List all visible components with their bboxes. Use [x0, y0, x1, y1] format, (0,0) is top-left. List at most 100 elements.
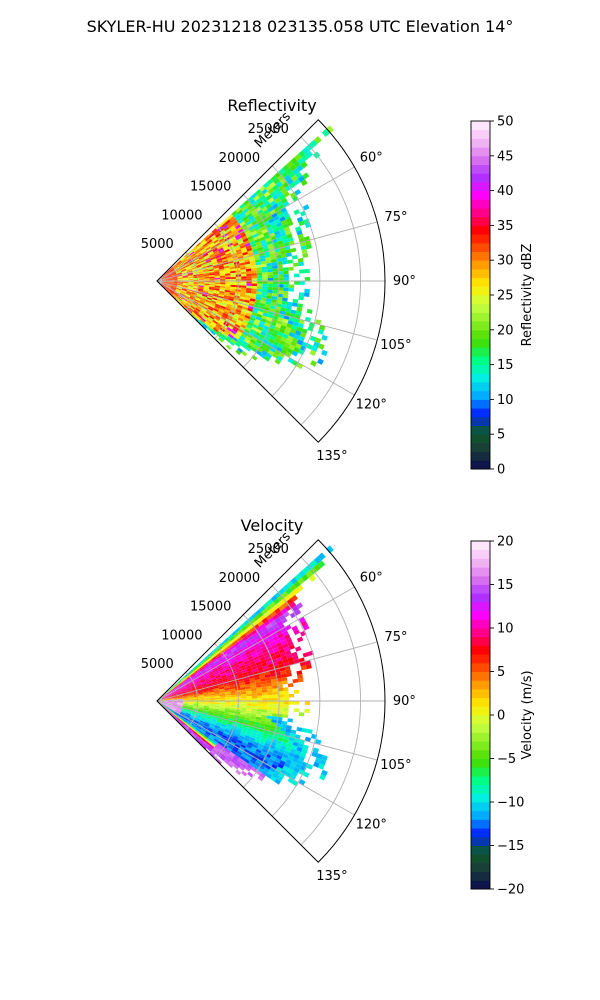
- radar-gate: [224, 711, 230, 715]
- radar-gate: [172, 284, 178, 286]
- radar-gate: [226, 723, 233, 728]
- radar-gate: [182, 277, 189, 279]
- colorbar-segment: [471, 654, 490, 664]
- radar-gate: [258, 653, 265, 659]
- radar-gate: [261, 683, 267, 688]
- radar-gate: [270, 255, 277, 260]
- radar-gate: [235, 668, 242, 673]
- radar-gate: [239, 294, 246, 298]
- radar-gate: [266, 635, 273, 641]
- radar-gate: [272, 749, 279, 755]
- radar-gate: [198, 285, 204, 288]
- radar-gate: [242, 304, 249, 308]
- radar-gate: [209, 253, 215, 258]
- radar-gate: [285, 184, 292, 192]
- azimuth-spoke: [156, 221, 378, 282]
- radar-gate: [178, 294, 184, 299]
- radar-gate: [268, 758, 275, 764]
- radar-gate: [211, 246, 218, 251]
- radar-gate: [288, 266, 294, 271]
- radar-gate: [246, 212, 253, 219]
- radar-gate: [196, 715, 202, 718]
- radar-gate: [294, 281, 300, 285]
- radar-gate: [237, 228, 244, 234]
- radar-gate: [198, 698, 205, 700]
- radar-gate: [222, 665, 229, 670]
- radar-gate: [253, 304, 260, 309]
- radar-gate: [213, 267, 220, 271]
- radar-gate: [238, 639, 244, 645]
- radar-gate: [227, 214, 234, 220]
- radar-gate: [213, 266, 219, 269]
- radar-gate: [165, 705, 171, 709]
- radar-gate: [296, 339, 304, 346]
- radar-gate: [221, 663, 228, 668]
- radar-gate: [287, 640, 294, 647]
- radar-gate: [261, 228, 268, 234]
- radar-gate: [209, 283, 215, 286]
- radar-gate: [246, 333, 253, 339]
- radar-gate: [209, 663, 216, 668]
- radar-gate: [255, 684, 262, 688]
- radar-gate: [167, 699, 173, 701]
- radar-gate: [161, 702, 167, 705]
- radar-gate: [220, 254, 227, 259]
- radar-gate: [241, 281, 247, 284]
- radar-gate: [169, 289, 175, 294]
- radar-gate: [174, 266, 180, 271]
- radar-gate: [200, 297, 206, 302]
- radar-gate: [243, 628, 250, 634]
- radar-gate: [253, 306, 259, 311]
- radar-gate: [166, 283, 173, 285]
- radar-gate: [172, 703, 178, 705]
- radar-gate: [241, 321, 248, 327]
- azimuth-spoke: [156, 641, 378, 702]
- radar-gate: [194, 259, 200, 263]
- radar-gate: [195, 296, 202, 300]
- radar-gate: [188, 281, 194, 283]
- radar-gate: [260, 659, 267, 664]
- radar-gate: [234, 233, 241, 239]
- radar-gate: [245, 268, 252, 272]
- radar-gate: [283, 284, 289, 288]
- radar-gate: [229, 264, 235, 268]
- radar-gate: [242, 225, 249, 231]
- radar-gate: [217, 741, 224, 746]
- radar-gate: [187, 692, 193, 695]
- radar-gate: [198, 665, 204, 671]
- radar-gate: [167, 699, 173, 701]
- radar-gate: [298, 150, 306, 158]
- colorbar-segment: [471, 347, 490, 357]
- radar-gate: [249, 627, 256, 633]
- radar-gate: [278, 274, 284, 278]
- radial-tick-label: 15000: [190, 180, 231, 195]
- radar-gate: [291, 325, 298, 331]
- radar-gate: [240, 744, 247, 749]
- radar-gate: [274, 187, 281, 195]
- radar-gate: [202, 662, 209, 667]
- radar-gate: [267, 206, 274, 213]
- radar-gate: [193, 258, 200, 262]
- radar-gate: [273, 697, 279, 701]
- radar-gate: [246, 271, 252, 274]
- radar-gate: [161, 701, 168, 703]
- radar-gate: [161, 276, 167, 280]
- radar-gate: [253, 321, 260, 326]
- radar-gate: [277, 225, 284, 231]
- radar-gate: [278, 772, 285, 779]
- radar-gate: [188, 670, 194, 675]
- radar-gate: [220, 316, 227, 321]
- radar-gate: [171, 285, 177, 288]
- radar-gate: [311, 345, 318, 352]
- radar-gate: [262, 182, 270, 189]
- radar-gate: [207, 669, 213, 674]
- radar-gate: [177, 698, 183, 700]
- radar-gate: [216, 258, 223, 262]
- radar-gate: [302, 652, 309, 658]
- radar-gate: [238, 260, 245, 264]
- radar-gate: [193, 247, 199, 253]
- radar-gate: [234, 664, 240, 669]
- radar-gate: [298, 220, 305, 227]
- radar-gate: [286, 598, 294, 605]
- radar-gate: [294, 609, 302, 616]
